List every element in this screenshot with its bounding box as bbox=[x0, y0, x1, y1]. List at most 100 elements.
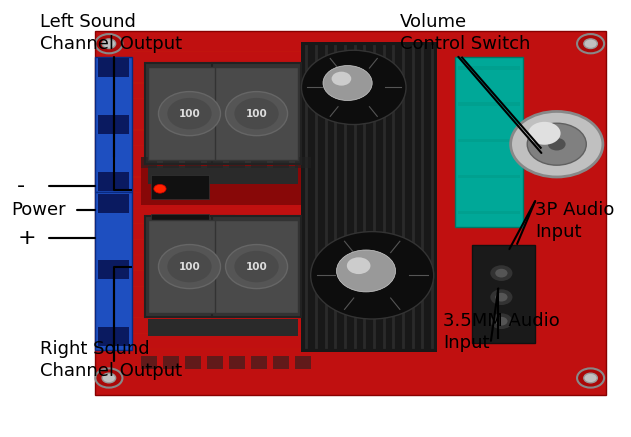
Circle shape bbox=[234, 98, 279, 129]
Circle shape bbox=[510, 111, 603, 177]
Bar bbox=[148, 220, 231, 313]
Circle shape bbox=[332, 72, 351, 86]
Text: -: - bbox=[17, 176, 25, 196]
Bar bbox=[133, 333, 302, 334]
Bar bbox=[215, 319, 298, 336]
Circle shape bbox=[95, 368, 122, 388]
Text: +: + bbox=[17, 228, 36, 248]
Bar bbox=[151, 214, 209, 238]
Bar bbox=[208, 356, 223, 369]
Circle shape bbox=[528, 122, 560, 145]
Circle shape bbox=[548, 138, 565, 150]
Bar bbox=[458, 66, 520, 70]
Text: Volume
Control Switch: Volume Control Switch bbox=[400, 13, 530, 53]
Text: Right Sound
Channel Output: Right Sound Channel Output bbox=[40, 340, 182, 380]
Bar bbox=[133, 83, 302, 84]
Text: 100: 100 bbox=[179, 109, 201, 118]
Bar bbox=[133, 286, 302, 287]
Bar bbox=[212, 216, 301, 317]
Circle shape bbox=[336, 250, 396, 292]
Bar bbox=[186, 157, 201, 168]
Text: 3P Audio
Input: 3P Audio Input bbox=[535, 201, 615, 241]
Circle shape bbox=[584, 39, 598, 49]
Bar bbox=[302, 42, 437, 352]
Bar bbox=[458, 103, 520, 106]
Text: 3.5MM Audio
Input: 3.5MM Audio Input bbox=[443, 312, 560, 352]
Circle shape bbox=[167, 98, 211, 129]
Bar bbox=[133, 317, 302, 318]
Text: 100: 100 bbox=[245, 109, 268, 118]
Bar bbox=[133, 176, 302, 177]
Bar bbox=[133, 208, 302, 209]
Bar bbox=[98, 58, 129, 77]
Bar bbox=[98, 327, 129, 346]
Circle shape bbox=[347, 257, 370, 274]
Bar bbox=[133, 192, 302, 193]
Circle shape bbox=[225, 92, 288, 135]
Bar bbox=[145, 63, 233, 164]
Bar bbox=[133, 51, 302, 52]
Bar bbox=[133, 270, 302, 271]
Text: 100: 100 bbox=[179, 262, 201, 271]
Bar bbox=[145, 216, 233, 317]
Bar bbox=[186, 356, 201, 369]
Bar bbox=[148, 166, 231, 184]
Bar bbox=[95, 31, 606, 395]
Circle shape bbox=[490, 265, 512, 281]
Bar bbox=[215, 220, 298, 313]
Bar bbox=[230, 157, 245, 168]
Bar bbox=[141, 356, 157, 369]
Circle shape bbox=[577, 34, 604, 53]
Circle shape bbox=[167, 251, 211, 282]
Bar bbox=[133, 145, 302, 146]
Bar bbox=[273, 157, 289, 168]
Bar bbox=[133, 302, 302, 303]
Circle shape bbox=[102, 373, 115, 383]
Bar bbox=[458, 174, 520, 178]
Circle shape bbox=[584, 373, 598, 383]
Bar bbox=[273, 356, 289, 369]
Bar bbox=[455, 57, 523, 227]
Bar bbox=[133, 223, 302, 225]
Circle shape bbox=[102, 39, 115, 49]
Circle shape bbox=[323, 66, 372, 101]
Circle shape bbox=[158, 245, 220, 288]
Circle shape bbox=[528, 123, 586, 165]
Bar bbox=[133, 239, 302, 240]
Bar bbox=[473, 245, 535, 343]
Bar bbox=[215, 166, 298, 184]
Bar bbox=[212, 63, 301, 164]
Bar bbox=[151, 175, 209, 199]
Circle shape bbox=[302, 50, 406, 125]
Circle shape bbox=[495, 293, 507, 302]
Bar bbox=[141, 157, 157, 168]
Bar bbox=[208, 157, 223, 168]
Circle shape bbox=[310, 232, 433, 319]
Bar bbox=[163, 356, 179, 369]
Bar bbox=[133, 254, 302, 256]
Bar bbox=[133, 161, 302, 162]
Circle shape bbox=[490, 289, 512, 305]
Bar bbox=[95, 192, 133, 350]
Circle shape bbox=[495, 317, 507, 326]
Bar bbox=[98, 260, 129, 280]
Circle shape bbox=[495, 269, 507, 277]
Bar bbox=[133, 98, 302, 99]
Circle shape bbox=[577, 368, 604, 388]
Bar bbox=[98, 115, 129, 134]
Bar bbox=[458, 139, 520, 142]
Bar bbox=[141, 157, 302, 205]
Bar bbox=[133, 67, 302, 68]
Circle shape bbox=[225, 245, 288, 288]
Bar bbox=[98, 172, 129, 191]
Circle shape bbox=[234, 251, 279, 282]
Text: Left Sound
Channel Output: Left Sound Channel Output bbox=[40, 13, 182, 53]
Bar bbox=[148, 319, 231, 336]
Bar bbox=[295, 157, 310, 168]
Bar bbox=[133, 348, 302, 350]
Bar bbox=[230, 356, 245, 369]
Bar bbox=[215, 67, 298, 160]
Text: 100: 100 bbox=[245, 262, 268, 271]
Bar bbox=[133, 129, 302, 131]
Bar bbox=[98, 194, 129, 213]
